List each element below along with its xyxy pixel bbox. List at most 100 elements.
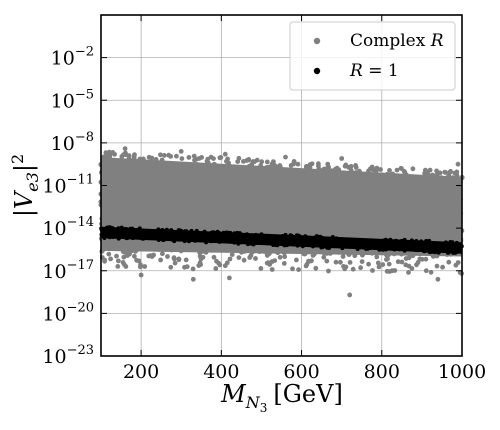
complex-r-point xyxy=(155,210,161,216)
complex-r-point xyxy=(401,168,407,174)
complex-r-point xyxy=(337,225,343,231)
complex-r-point xyxy=(299,205,305,211)
r-equals-1-point xyxy=(120,232,125,237)
r-equals-1-point xyxy=(320,238,325,243)
r-equals-1-point xyxy=(347,242,352,246)
complex-r-point xyxy=(183,177,189,183)
y-tick-label: 10−5 xyxy=(51,87,94,112)
complex-r-point xyxy=(351,217,357,223)
complex-r-point xyxy=(408,197,414,203)
complex-r-point xyxy=(264,253,270,258)
complex-r-point xyxy=(379,223,385,229)
r-equals-1-point xyxy=(377,246,381,251)
complex-r-point xyxy=(224,260,230,266)
complex-r-point xyxy=(347,292,353,298)
complex-r-point xyxy=(277,196,283,202)
complex-r-point xyxy=(211,161,217,167)
complex-r-point xyxy=(418,200,424,206)
complex-r-point xyxy=(454,173,460,179)
complex-r-point xyxy=(347,210,353,216)
complex-r-point xyxy=(329,199,335,205)
complex-r-point xyxy=(344,188,350,194)
complex-r-point xyxy=(134,175,140,181)
complex-r-point xyxy=(356,185,362,191)
r-equals-1-point xyxy=(116,236,121,241)
x-tick-label: 1000 xyxy=(438,361,486,383)
complex-r-point xyxy=(309,213,315,220)
legend-marker-r-equals-1 xyxy=(313,67,321,75)
complex-r-point xyxy=(397,230,403,236)
complex-r-point xyxy=(190,266,196,272)
complex-r-point xyxy=(449,191,455,197)
y-axis-label: |Ve3|2 xyxy=(8,154,42,217)
complex-r-point xyxy=(105,173,111,179)
complex-r-point xyxy=(144,241,150,247)
r-equals-1-point xyxy=(266,235,270,240)
r-equals-1-point xyxy=(370,238,375,243)
complex-r-point xyxy=(316,166,322,172)
complex-r-point xyxy=(368,166,373,172)
complex-r-point xyxy=(384,171,390,178)
complex-r-point xyxy=(446,215,452,221)
complex-r-point xyxy=(376,264,382,270)
complex-r-point xyxy=(264,260,270,266)
complex-r-point xyxy=(409,191,415,197)
complex-r-point xyxy=(354,229,360,235)
r-equals-1-point xyxy=(110,231,115,236)
complex-r-point xyxy=(149,155,155,161)
complex-r-point xyxy=(325,161,331,167)
r-equals-1-point xyxy=(236,241,241,246)
complex-r-point xyxy=(167,208,173,214)
complex-r-point xyxy=(254,206,260,212)
x-axis-label-unit: [GeV] xyxy=(273,380,342,408)
complex-r-point xyxy=(114,244,120,250)
r-equals-1-point xyxy=(283,232,288,237)
r-equals-1-point xyxy=(221,230,226,235)
complex-r-point xyxy=(377,197,383,204)
complex-r-point xyxy=(399,251,405,257)
complex-r-point xyxy=(306,225,312,231)
r-equals-1-point xyxy=(245,242,250,247)
complex-r-point xyxy=(405,204,411,210)
complex-r-point xyxy=(312,203,318,209)
complex-r-point xyxy=(121,212,127,218)
complex-r-point xyxy=(206,201,212,207)
r-equals-1-point xyxy=(400,242,405,247)
complex-r-point xyxy=(399,259,405,265)
complex-r-point xyxy=(183,257,189,263)
r-equals-1-point xyxy=(183,229,187,234)
complex-r-point xyxy=(241,159,246,164)
complex-r-point xyxy=(120,165,126,171)
complex-r-point xyxy=(165,254,170,259)
complex-r-point xyxy=(431,177,437,183)
x-tick-label: 200 xyxy=(123,361,159,383)
complex-r-point xyxy=(208,219,214,225)
complex-r-point xyxy=(150,168,156,175)
complex-r-point xyxy=(251,188,257,194)
r-equals-1-point xyxy=(455,244,460,249)
complex-r-point xyxy=(306,259,312,264)
complex-r-point xyxy=(292,170,299,176)
complex-r-point xyxy=(222,225,228,231)
complex-r-point xyxy=(127,162,134,169)
complex-r-point xyxy=(396,176,402,182)
complex-r-point xyxy=(435,276,441,282)
r-equals-1-point xyxy=(409,238,414,243)
complex-r-point xyxy=(274,207,280,213)
complex-r-point xyxy=(251,176,257,182)
complex-r-point xyxy=(220,217,226,223)
complex-r-point xyxy=(278,186,285,192)
complex-r-point xyxy=(109,202,115,208)
y-axis-label-superscript: 2 xyxy=(8,154,27,164)
complex-r-point xyxy=(430,236,436,242)
complex-r-point xyxy=(386,189,392,195)
r-equals-1-point xyxy=(327,246,332,250)
y-axis-label-subscript: e3 xyxy=(23,172,42,192)
r-equals-1-point xyxy=(334,236,339,241)
complex-r-point xyxy=(406,255,412,261)
complex-r-point xyxy=(427,208,433,214)
r-equals-1-point xyxy=(270,238,275,243)
r-equals-1-point xyxy=(419,239,424,244)
complex-r-point xyxy=(216,181,222,187)
